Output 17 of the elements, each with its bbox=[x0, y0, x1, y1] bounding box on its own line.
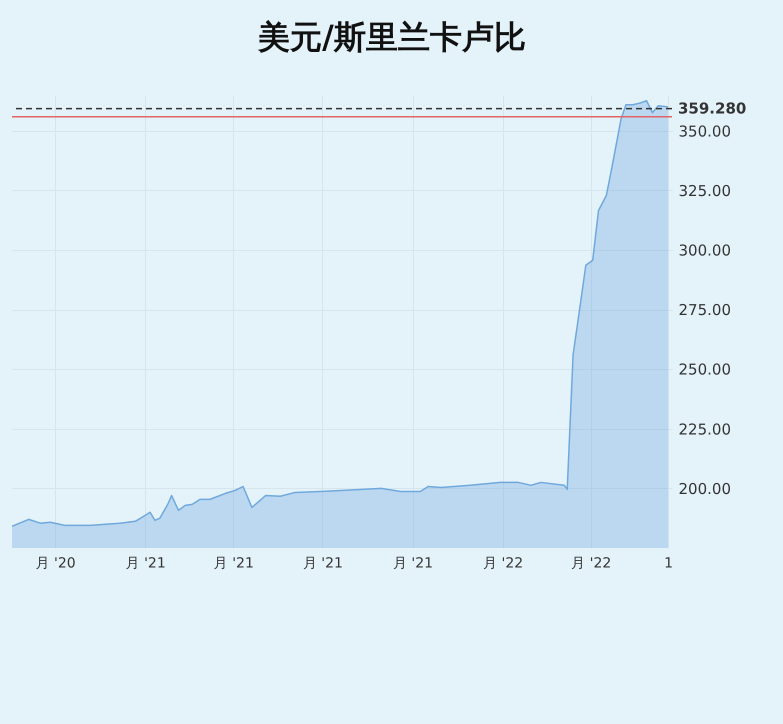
x-tick-label: 月 '21 bbox=[392, 556, 434, 572]
x-tick-label: 月 '21 bbox=[302, 556, 343, 572]
y-tick-label: 325.00 bbox=[678, 182, 731, 200]
x-tick-label: 月 '22 bbox=[571, 556, 612, 572]
y-tick-label: 275.00 bbox=[678, 301, 731, 320]
x-tick-label: 月 '21 bbox=[126, 556, 166, 572]
x-tick-label: 月 '22 bbox=[483, 556, 524, 572]
ref-line-label: 359.280 bbox=[678, 100, 746, 118]
y-tick-label: 200.00 bbox=[678, 480, 731, 498]
x-tick-label: 1 bbox=[664, 556, 674, 572]
x-tick-label: 月 '21 bbox=[214, 556, 254, 572]
y-tick-label: 250.00 bbox=[678, 360, 731, 379]
x-tick-label: 月 '20 bbox=[36, 556, 76, 572]
y-tick-label: 225.00 bbox=[678, 420, 731, 438]
y-tick-label: 300.00 bbox=[678, 241, 731, 260]
chart-title: 美元/斯里兰卡卢比 bbox=[257, 18, 526, 56]
y-tick-label: 350.00 bbox=[678, 122, 731, 140]
